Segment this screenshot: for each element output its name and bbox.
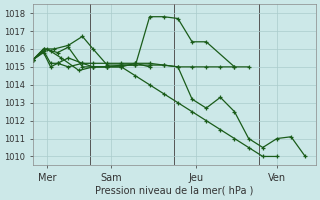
X-axis label: Pression niveau de la mer( hPa ): Pression niveau de la mer( hPa ) — [95, 186, 253, 196]
